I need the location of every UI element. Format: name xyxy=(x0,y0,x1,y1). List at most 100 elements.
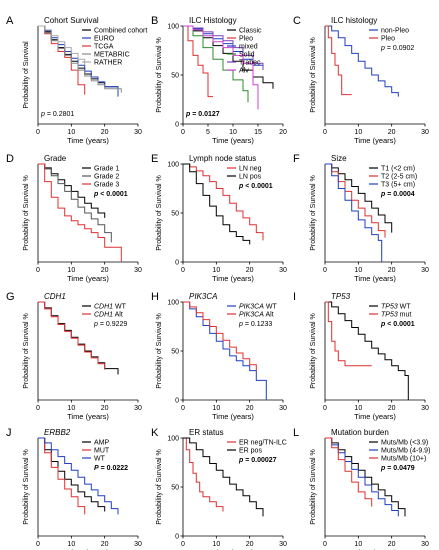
panel-letter: K xyxy=(151,427,159,439)
legend-label: PIK3CA Alt xyxy=(239,312,274,319)
p-value: p = 0.0004 xyxy=(380,191,415,198)
legend-label: Pleo xyxy=(239,36,253,43)
x-tick-label: 0 xyxy=(36,405,40,412)
panel-letter: D xyxy=(6,153,14,165)
x-tick-label: 20 xyxy=(279,129,287,136)
x-tick-label: 5 xyxy=(206,129,210,136)
x-tick-label: 0 xyxy=(323,267,327,274)
x-tick-label: 10 xyxy=(212,405,220,412)
x-tick-label: 0 xyxy=(181,541,185,548)
p-value: p = 0.00027 xyxy=(238,457,277,464)
y-axis-label: Probability of Survival % xyxy=(310,175,317,250)
x-tick-label: 30 xyxy=(134,129,142,136)
panel-letter: B xyxy=(151,15,158,27)
panel-title: PIK3CA xyxy=(189,292,217,301)
series-line-5 xyxy=(38,25,86,66)
series-line-2 xyxy=(38,163,112,243)
x-tick-label: 20 xyxy=(388,541,396,548)
y-axis-label: Probability of Survival % xyxy=(156,313,163,388)
x-tick-label: 0 xyxy=(181,267,185,274)
panel-letter: F xyxy=(293,153,300,165)
legend-label: CDH1 Alt xyxy=(94,312,123,319)
x-tick-label: 0 xyxy=(181,405,185,412)
legend-label: ER pos xyxy=(239,448,262,455)
panel-c: C ILC histology 0 10 20 30 Time (years) Probabi… xyxy=(293,15,429,145)
series-line-1 xyxy=(325,163,393,233)
x-tick-label: 0 xyxy=(181,129,185,136)
legend-label: mixed xyxy=(239,44,258,51)
series-line-2 xyxy=(183,163,251,245)
x-axis-label: Time (years) xyxy=(67,548,109,550)
x-tick-label: 20 xyxy=(101,267,109,274)
legend-label: T1 (<2 cm) xyxy=(381,166,415,173)
series-line-5 xyxy=(183,25,264,71)
panel-letter: G xyxy=(6,291,15,303)
x-tick-label: 30 xyxy=(421,541,429,548)
legend-label: T2 (2-5 cm) xyxy=(381,174,417,181)
series-line-6 xyxy=(183,25,259,110)
p-value: p = 0.0902 xyxy=(380,45,414,52)
series-line-1 xyxy=(183,301,267,400)
y-axis-label: Probability of Survival % xyxy=(310,449,317,524)
y-tick-label: 0 xyxy=(175,534,179,541)
panel-title: ERBB2 xyxy=(44,428,71,437)
legend-label: CDH1 WT xyxy=(94,304,127,311)
legend-label: Combined cohort xyxy=(94,28,147,35)
x-tick-label: 30 xyxy=(279,267,287,274)
x-axis-label: Time (years) xyxy=(354,548,396,550)
panel-title: Mutation burden xyxy=(331,428,389,437)
x-tick-label: 20 xyxy=(388,129,396,136)
p-value: p = 0.1233 xyxy=(238,321,272,328)
panel-title: Cohort Survival xyxy=(44,16,99,25)
panel-letter: J xyxy=(6,427,12,439)
panel-h: H PIK3CA 0 10 20 30 0 50 100 Time (years) Probabil… xyxy=(151,291,287,421)
x-tick-label: 30 xyxy=(421,405,429,412)
x-tick-label: 30 xyxy=(279,405,287,412)
legend-label: EURO xyxy=(94,36,115,43)
series-line-3 xyxy=(38,163,122,262)
y-tick-label: 50 xyxy=(171,211,179,218)
legend-label: Alv xyxy=(239,68,249,75)
panel-g: G CDH1 0 10 20 30 Time (years) Probability of S… xyxy=(6,291,142,421)
panel-letter: E xyxy=(151,153,158,165)
x-axis-label: Time (years) xyxy=(67,412,109,421)
panel-i: I TP53 0 10 20 30 Time (years) Probability of S… xyxy=(293,291,429,421)
x-tick-label: 30 xyxy=(134,267,142,274)
x-axis-label: Time (years) xyxy=(67,274,109,283)
series-line-1 xyxy=(325,25,399,97)
series-line-1 xyxy=(325,301,409,400)
panel-a: A Cohort Survival 0 10 20 30 Time (years) Proba… xyxy=(6,15,147,145)
legend-label: Classic xyxy=(239,28,262,35)
panel-title: Lymph node status xyxy=(189,154,256,163)
y-tick-label: 0 xyxy=(175,260,179,267)
x-tick-label: 10 xyxy=(229,129,237,136)
series-line-1 xyxy=(183,437,224,512)
legend-label: RATHER xyxy=(94,60,122,67)
p-value: p = 0.0127 xyxy=(185,111,220,118)
y-tick-label: 100 xyxy=(167,436,179,443)
x-tick-label: 20 xyxy=(246,267,254,274)
panel-j: J ERBB2 0 10 20 30 Time (years) Probability of … xyxy=(6,427,142,550)
x-tick-label: 20 xyxy=(101,129,109,136)
legend-label: T3 (5+ cm) xyxy=(381,182,415,189)
panel-title: ILC Histology xyxy=(189,16,237,25)
x-tick-label: 20 xyxy=(101,405,109,412)
y-axis-label: Probability of Survival xyxy=(23,41,30,109)
x-tick-label: 10 xyxy=(212,541,220,548)
legend-label: LN neg xyxy=(239,166,262,173)
panel-letter: H xyxy=(151,291,159,303)
legend-label: TP53 WT xyxy=(381,304,411,311)
panel-k: K ER status 0 10 20 30 0 50 100 Time (years) Proba… xyxy=(151,427,287,550)
x-tick-label: 0 xyxy=(36,541,40,548)
y-tick-label: 100 xyxy=(167,24,179,31)
x-tick-label: 20 xyxy=(388,405,396,412)
panel-l: L Mutation burden 0 10 20 30 Time (years) Proba… xyxy=(293,427,430,550)
series-line-3 xyxy=(325,437,373,507)
legend-label: Muts/Mb (10+) xyxy=(381,456,426,463)
panel-title: ILC histology xyxy=(331,16,377,25)
x-tick-label: 10 xyxy=(354,405,362,412)
y-tick-label: 0 xyxy=(175,122,179,129)
y-axis-label: Probability of Survival % xyxy=(156,37,163,112)
x-tick-label: 30 xyxy=(421,129,429,136)
